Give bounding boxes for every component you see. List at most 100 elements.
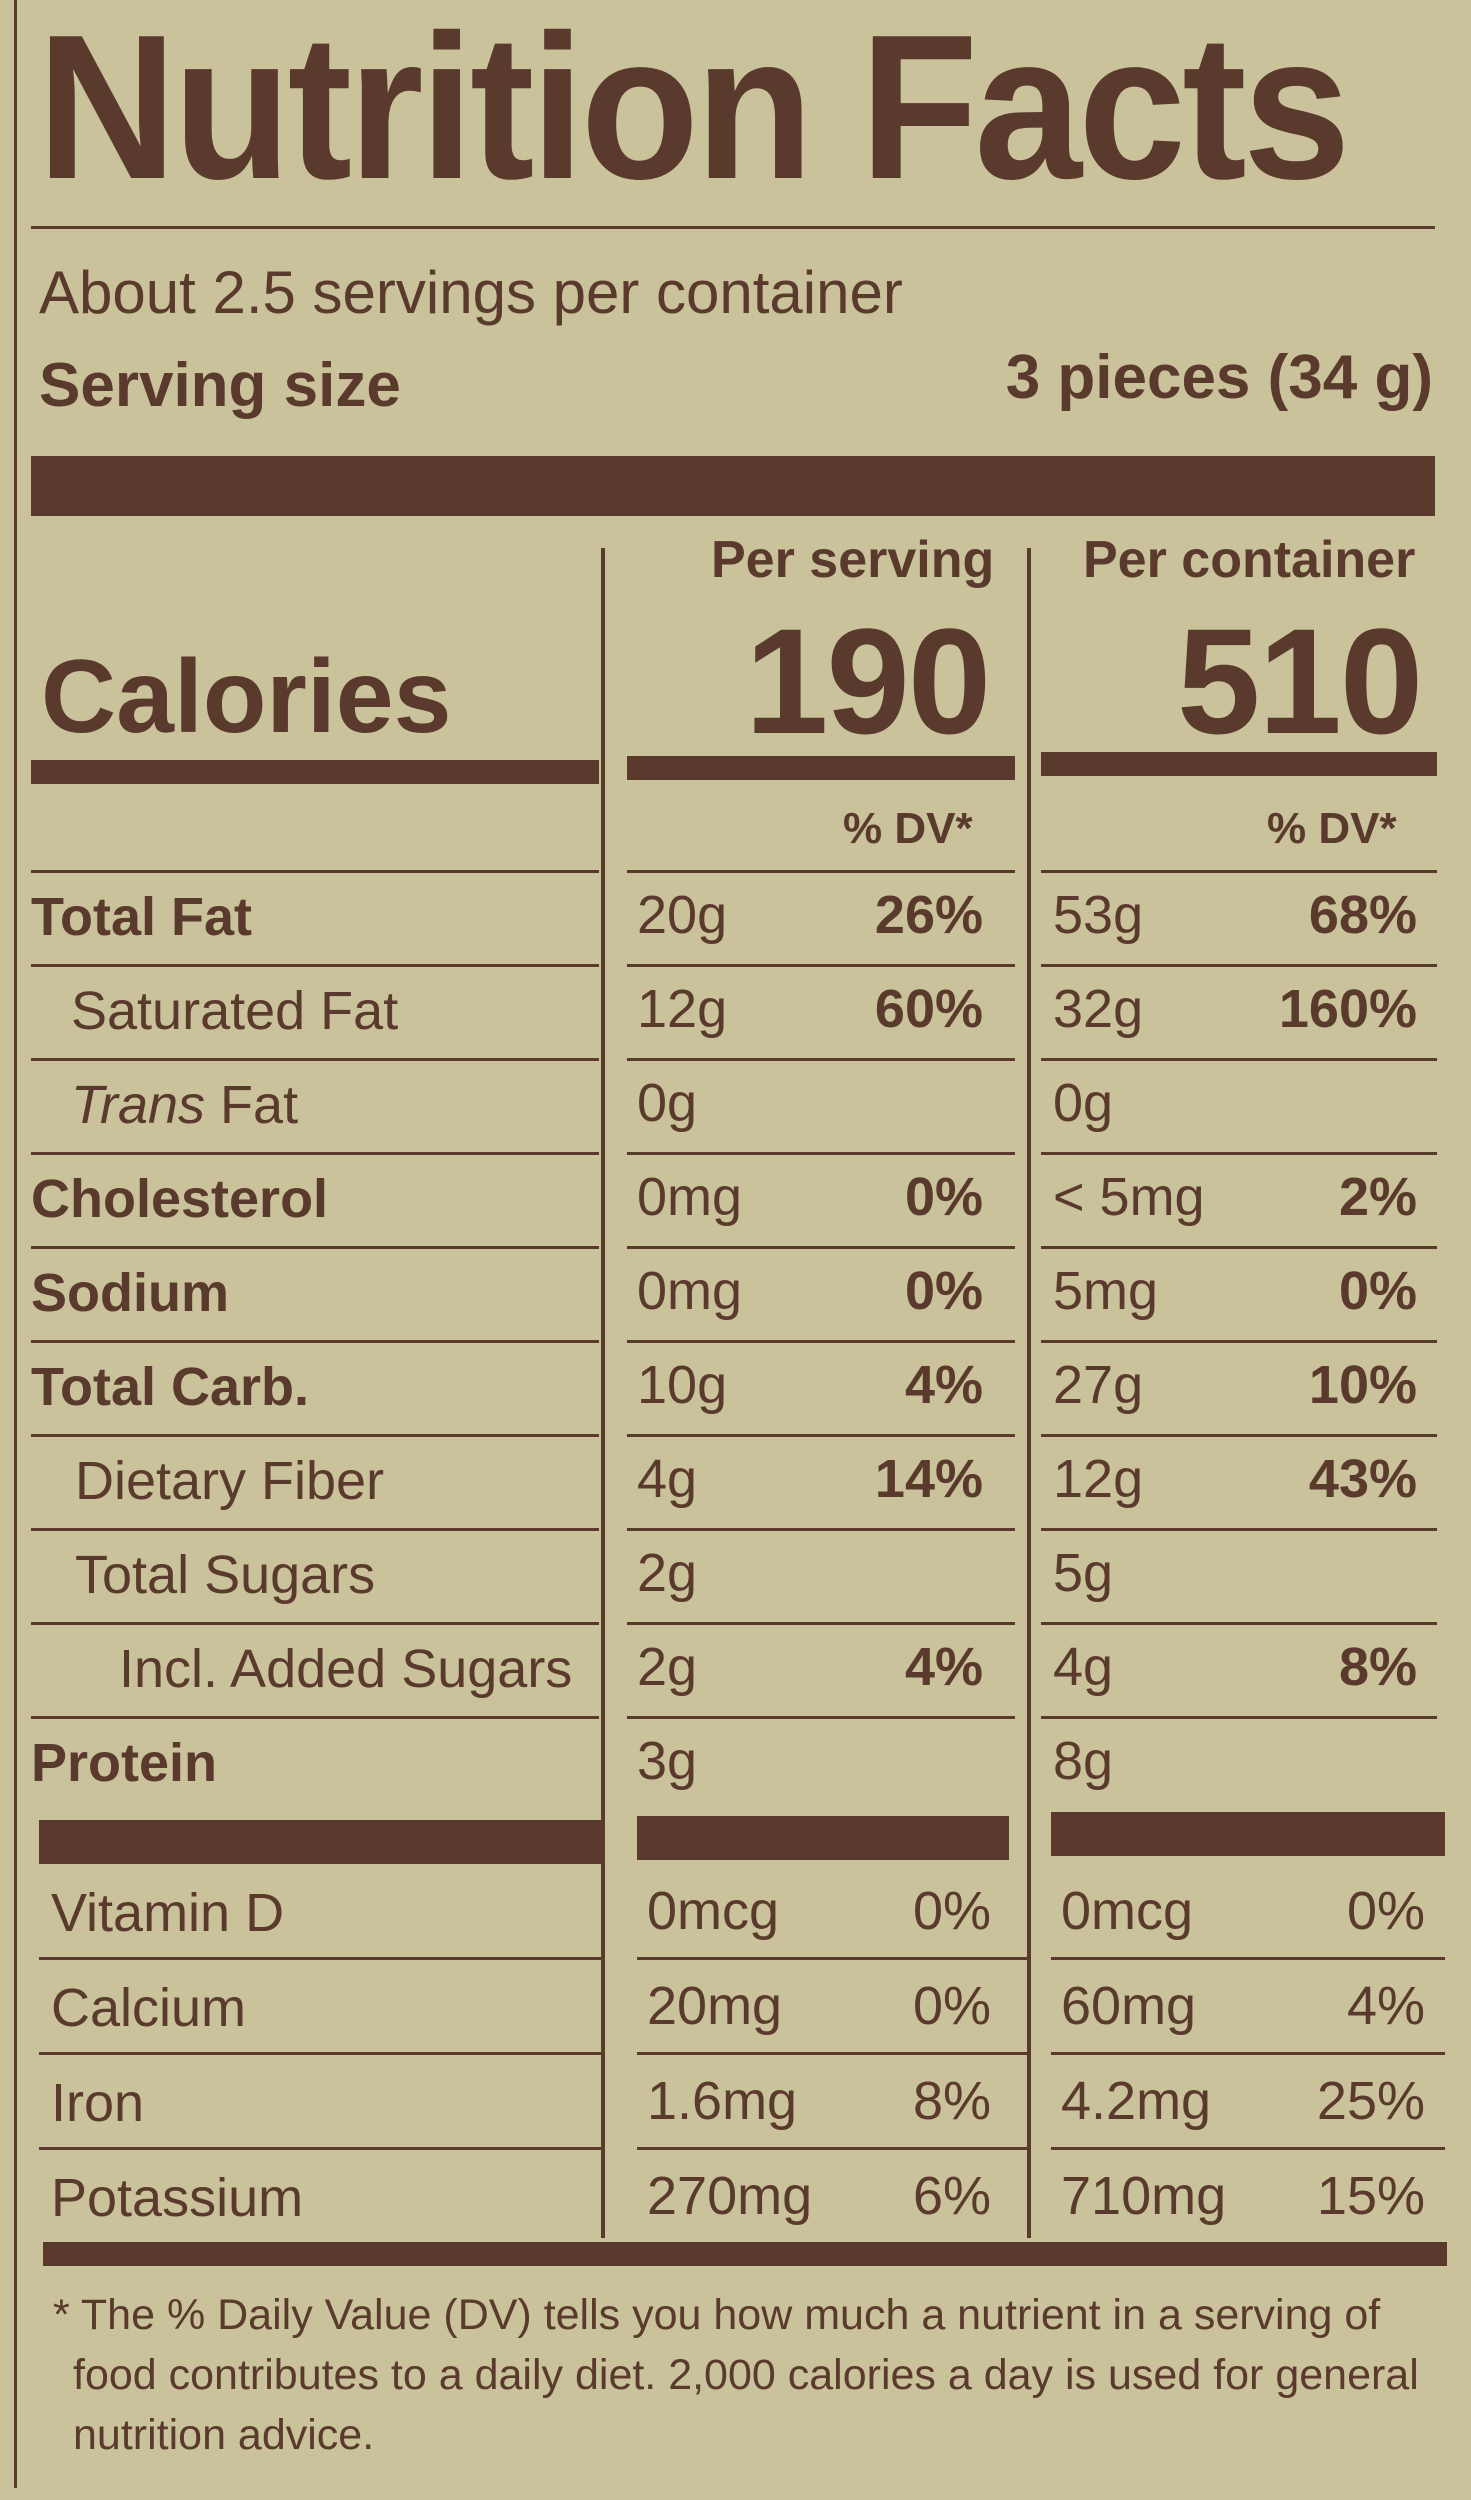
daily-value-footnote: * The % Daily Value (DV) tells you how m… bbox=[53, 2285, 1453, 2465]
vitamin-bar-1 bbox=[39, 1820, 601, 1864]
nutrient-label-text: Cholesterol bbox=[31, 1169, 329, 1229]
row-divider bbox=[31, 1246, 599, 1249]
nutrient-label: Trans Fat bbox=[71, 1074, 298, 1136]
nutrient-label: Total Carb. bbox=[31, 1356, 309, 1418]
dv-header-container: % DV* bbox=[1267, 804, 1397, 853]
nutrient-label-text: Protein bbox=[31, 1733, 218, 1793]
container-amount: 12g bbox=[1053, 1449, 1144, 1509]
nutrient-label: Dietary Fiber bbox=[75, 1450, 384, 1512]
thick-divider-top bbox=[31, 456, 1435, 516]
servings-per-container: About 2.5 servings per container bbox=[39, 259, 903, 326]
vitamin-container-dv: 0% bbox=[1346, 1881, 1425, 1941]
footnote-line-2: food contributes to a daily diet. 2,000 … bbox=[73, 2351, 1419, 2399]
vitamin-serving-amount: 20mg bbox=[647, 1976, 783, 2036]
nutrient-label: Protein bbox=[31, 1732, 217, 1794]
row-divider bbox=[627, 1340, 1015, 1343]
vitamin-label: Iron bbox=[51, 2073, 145, 2133]
row-divider bbox=[627, 1622, 1015, 1625]
row-divider bbox=[1041, 1246, 1437, 1249]
container-amount: 0g bbox=[1053, 1073, 1114, 1133]
nutrient-label-italic: Trans bbox=[71, 1075, 206, 1135]
thick-divider-bottom bbox=[43, 2242, 1447, 2266]
serving-size-label: Serving size bbox=[39, 351, 401, 420]
calories-bar-2 bbox=[627, 756, 1015, 780]
serving-dv: 0% bbox=[904, 1167, 983, 1227]
vitamin-row-divider bbox=[1051, 2147, 1445, 2150]
vitamin-row-divider bbox=[637, 1957, 1027, 1960]
serving-amount: 2g bbox=[637, 1637, 698, 1697]
row-divider bbox=[31, 1622, 599, 1625]
row-divider bbox=[627, 1058, 1015, 1061]
serving-dv: 14% bbox=[874, 1449, 983, 1509]
row-divider bbox=[1041, 1434, 1437, 1437]
vitamin-serving-amount: 1.6mg bbox=[647, 2071, 798, 2131]
per-container-header: Per container bbox=[1083, 531, 1416, 589]
container-amount: 4g bbox=[1053, 1637, 1114, 1697]
serving-size-value: 3 pieces (34 g) bbox=[1005, 343, 1433, 412]
container-amount: 8g bbox=[1053, 1731, 1114, 1791]
vitamin-serving-dv: 8% bbox=[912, 2071, 991, 2131]
vitamin-bar-3 bbox=[1051, 1812, 1445, 1856]
nutrient-label-text: Fat bbox=[220, 1075, 299, 1135]
nutrient-label-text: Sodium bbox=[31, 1263, 229, 1323]
row-divider bbox=[31, 870, 599, 873]
nutrient-label-text: Total Fat bbox=[31, 887, 252, 947]
vitamin-row-divider bbox=[1051, 2052, 1445, 2055]
nutrient-label: Total Sugars bbox=[75, 1544, 375, 1606]
row-divider bbox=[627, 964, 1015, 967]
row-divider bbox=[1041, 1716, 1437, 1719]
row-divider bbox=[1041, 870, 1437, 873]
vitamin-container-amount: 4.2mg bbox=[1061, 2071, 1212, 2131]
vitamin-serving-amount: 0mcg bbox=[647, 1881, 780, 1941]
serving-amount: 12g bbox=[637, 979, 728, 1039]
serving-dv: 0% bbox=[904, 1261, 983, 1321]
vitamin-serving-amount: 270mg bbox=[647, 2166, 813, 2226]
nutrient-label: Saturated Fat bbox=[71, 980, 398, 1042]
calories-per-serving: 190 bbox=[745, 597, 991, 765]
vitamin-row-divider bbox=[637, 2052, 1027, 2055]
row-divider bbox=[1041, 1152, 1437, 1155]
nutrient-label-text: Total Sugars bbox=[75, 1545, 376, 1605]
container-amount: 32g bbox=[1053, 979, 1144, 1039]
vitamin-serving-dv: 6% bbox=[912, 2166, 991, 2226]
serving-amount: 10g bbox=[637, 1355, 728, 1415]
row-divider bbox=[1041, 1058, 1437, 1061]
container-dv: 160% bbox=[1278, 979, 1417, 1039]
dv-header-serving: % DV* bbox=[843, 804, 973, 853]
nutrient-label: Incl. Added Sugars bbox=[119, 1638, 572, 1700]
serving-dv: 60% bbox=[874, 979, 983, 1039]
vitamin-label: Calcium bbox=[51, 1978, 247, 2038]
row-divider bbox=[31, 1434, 599, 1437]
row-divider bbox=[31, 1152, 599, 1155]
nutrient-label: Cholesterol bbox=[31, 1168, 328, 1230]
calories-label: Calories bbox=[41, 639, 452, 755]
nutrient-label: Sodium bbox=[31, 1262, 229, 1324]
column-divider-1 bbox=[601, 548, 605, 2238]
column-divider-2 bbox=[1027, 548, 1031, 2238]
row-divider bbox=[627, 1434, 1015, 1437]
row-divider bbox=[1041, 964, 1437, 967]
container-amount: 5mg bbox=[1053, 1261, 1159, 1321]
vitamin-row-divider bbox=[1051, 1957, 1445, 1960]
serving-dv: 4% bbox=[904, 1355, 983, 1415]
nutrition-facts-panel: Nutrition Facts About 2.5 servings per c… bbox=[14, 0, 1457, 2488]
vitamin-container-amount: 0mcg bbox=[1061, 1881, 1194, 1941]
serving-dv: 4% bbox=[904, 1637, 983, 1697]
container-dv: 43% bbox=[1308, 1449, 1417, 1509]
vitamin-container-dv: 25% bbox=[1316, 2071, 1425, 2131]
container-dv: 10% bbox=[1308, 1355, 1417, 1415]
serving-amount: 0mg bbox=[637, 1261, 743, 1321]
container-dv: 68% bbox=[1308, 885, 1417, 945]
calories-bar-1 bbox=[31, 760, 599, 784]
vitamin-row-divider bbox=[637, 2147, 1027, 2150]
serving-amount: 20g bbox=[637, 885, 728, 945]
vitamin-row-divider bbox=[39, 1957, 601, 1960]
row-divider bbox=[31, 1340, 599, 1343]
serving-amount: 2g bbox=[637, 1543, 698, 1603]
vitamin-container-dv: 4% bbox=[1346, 1976, 1425, 2036]
nutrient-label-text: Dietary Fiber bbox=[75, 1451, 385, 1511]
container-dv: 2% bbox=[1338, 1167, 1417, 1227]
container-amount: < 5mg bbox=[1053, 1167, 1205, 1227]
nutrient-label: Total Fat bbox=[31, 886, 252, 948]
vitamin-label: Potassium bbox=[51, 2168, 304, 2228]
